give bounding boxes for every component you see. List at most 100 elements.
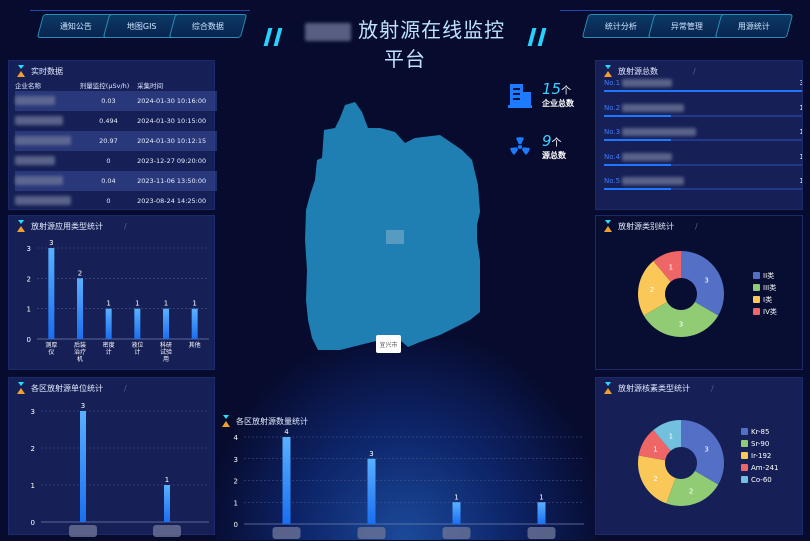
blurred-x-label [69,525,97,537]
y-tick-label: 1 [31,482,35,490]
rank-value: 1 [800,128,802,136]
app-type-panel: 放射源应用类型统计/ 0 1 2 3 3 测厚仪 2 后装 治疗机 1 密度计 1 液位计 1 科研 试验用 1… [8,215,215,370]
rank-number: No.2 [604,103,621,112]
company-name [15,131,80,151]
bar [537,502,546,524]
ranking-item[interactable]: No.2 1 [604,103,802,117]
y-tick-label: 2 [31,445,35,453]
companies-label: 企业总数 [542,99,574,108]
ranking-item[interactable]: No.1 3 [604,79,802,92]
value: 15 [542,80,562,98]
x-tick-label: 后装 [74,341,86,349]
legend-label: III类 [763,283,776,292]
legend-swatch [753,308,760,315]
bar [282,437,291,524]
legend-swatch [741,452,748,459]
table-row[interactable]: 0 2023-12-27 09:20:00 [15,151,217,171]
header-line [560,10,780,11]
col-header: 剂量监控(μSv/h) [79,82,130,90]
x-tick-label: 计 [134,348,140,356]
sources-label: 源总数 [542,151,566,160]
table-row[interactable]: 0.03 2024-01-30 10:16:00 [15,91,217,111]
timestamp: 2024-01-30 10:16:00 [137,91,217,111]
company-name [15,151,80,171]
rank-bar [604,90,802,92]
legend-swatch [741,476,748,483]
pie-slice [638,430,671,461]
title-text: 放射源核素类型统计 [618,383,690,393]
ranking-item[interactable]: No.3 1 [604,128,802,141]
title-text: 放射源在线监控平台 [358,18,506,71]
title-text: 各区放射源数量统计 [236,416,308,426]
panel-title: 放射源总数 / [604,65,696,77]
dose-value: 0.494 [99,117,118,125]
building-icon [508,83,532,108]
title-text: 各区放射源单位统计 [31,383,103,393]
legend-label: Am-241 [751,464,779,472]
ranking-item[interactable]: No.4 1 [604,152,802,166]
panel-title: 各区放射源数量统计 [222,415,308,427]
slice-label: 3 [704,445,708,453]
rank-number: No.4 [604,152,621,161]
bar [134,308,141,339]
panel-title: 各区放射源单位统计 / [17,382,127,394]
data-label: 1 [106,300,110,308]
background-glow [215,340,595,540]
table-row[interactable]: 20.97 2024-01-30 10:12:15 [15,131,217,151]
nuclide-panel: 放射源核素类型统计/ 3 Kr-85 2 Sr-90 2 Ir-192 1 Am-241 1 Co… [595,377,803,535]
panel-title: 实时数据 [17,65,63,77]
slice-label: 1 [669,263,673,271]
y-tick-label: 2 [234,478,238,486]
x-tick-label: 测厚 [45,341,57,349]
x-tick-label: 密度 [103,341,115,349]
timestamp: 2024-01-30 10:15:00 [137,117,207,125]
rank-value: 1 [800,177,802,185]
pie-slice [653,251,681,282]
rank-number: No.5 [604,177,621,185]
ranking-item[interactable]: No.5 1 [604,177,802,190]
legend-label: I类 [763,295,772,304]
legend-label: II类 [763,271,774,280]
data-label: 2 [78,269,82,277]
slice-label: 1 [669,432,673,440]
y-tick-label: 1 [234,499,238,507]
data-label: 1 [165,476,169,484]
pie-slice [643,302,719,337]
sources-stat: 9个 源总数 [508,132,566,161]
dose-value: 0 [106,197,111,205]
data-label: 1 [539,493,543,501]
pie-slice [666,471,719,506]
company-name [15,171,80,191]
table-row[interactable]: 0 2023-08-24 14:25:00 [15,191,217,211]
data-label: 4 [284,428,289,436]
district-sources-panel: 各区放射源数量统计 0 1 2 3 4 4 3 1 1 [222,415,592,539]
y-tick-label: 0 [31,519,35,527]
legend-label: Kr-85 [751,428,769,436]
nuclide-donut-chart: 3 Kr-85 2 Sr-90 2 Ir-192 1 Am-241 1 Co-60 [638,420,779,506]
companies-count: 15个 [542,80,574,98]
rank-number: No.3 [604,128,621,136]
table-row[interactable]: 0.04 2023-11-06 13:50:00 [15,171,217,191]
x-tick-label: 治疗 [74,348,86,356]
y-tick-label: 3 [27,245,31,253]
slice-label: 3 [704,276,708,284]
dose-value: 0 [106,157,111,165]
unit: 个 [551,138,562,149]
header: 通知公告 地图GIS 综合数据 放射源在线监控平台 统计分析 异常管理 用源统计 [0,0,810,71]
hourglass-icon [604,220,613,232]
panel-title: 放射源类别统计 / [604,220,698,232]
legend-label: IV类 [763,307,777,316]
blurred-region [386,230,404,244]
col-header: 企业名称 [15,82,41,90]
dose-value: 0.04 [79,171,138,191]
timestamp: 2023-08-24 14:25:00 [137,197,207,205]
realtime-panel: 实时数据 企业名称 剂量监控(μSv/h) 采集时间 0.03 2024-01-30 … [8,60,217,211]
pie-slice [653,420,681,451]
table-row[interactable]: 0.494 2024-01-30 10:15:00 [15,111,217,131]
slice-label: 2 [650,286,654,294]
hourglass-icon [604,65,613,77]
page-title: 放射源在线监控平台 [300,14,510,72]
map-region[interactable] [305,102,480,350]
blurred-x-label [527,527,556,539]
